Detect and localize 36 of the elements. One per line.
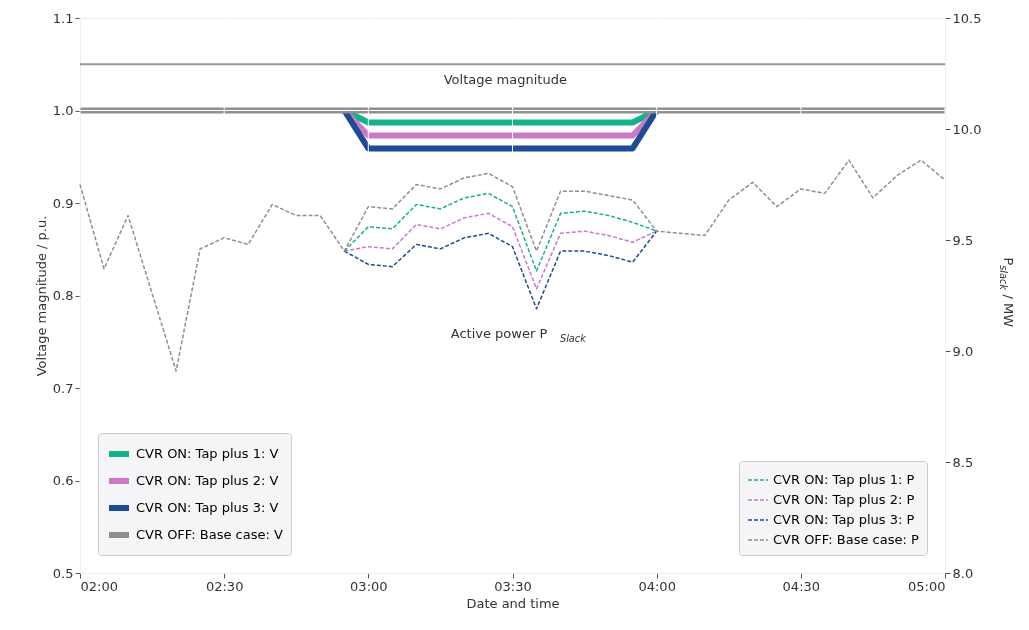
legend-label: CVR ON: Tap plus 3: V: [136, 500, 279, 515]
y-tick-label: 0.5: [52, 565, 74, 581]
x-tick-label: 04:00: [638, 578, 676, 594]
line-series: [79, 159, 946, 372]
legend-label: CVR ON: Tap plus 3: P: [773, 512, 915, 527]
x-tick-label: 05:00: [908, 578, 946, 594]
x-tick-label: 03:00: [350, 578, 388, 594]
line-series: [343, 212, 658, 290]
legend-label: CVR ON: Tap plus 1: V: [136, 446, 279, 461]
y-tick-label: 0.7: [52, 380, 74, 396]
x-tick-label: 04:30: [782, 578, 821, 594]
x-axis-title: Date and time: [466, 595, 560, 611]
y2-tick-label: 9.5: [952, 232, 974, 248]
y2-tick-label: 9.0: [952, 343, 974, 359]
y2-tick-label: 10.0: [952, 121, 982, 137]
legend-label: CVR OFF: Base case: P: [773, 532, 920, 547]
y-tick-label: 1.0: [52, 103, 74, 118]
y-axis-title: Voltage magnitude / p.u.: [33, 215, 49, 377]
y2-axis-title: Pslack / MW: [998, 257, 1016, 328]
x-tick-label: 03:30: [494, 578, 532, 594]
line-series: [343, 192, 658, 272]
line-series: [343, 230, 658, 310]
y-tick-label: 1.1: [52, 10, 74, 26]
x-tick-label: 02:30: [205, 578, 244, 594]
y2-tick-label: 8.0: [952, 565, 974, 581]
x-tick-label: 02:00: [80, 578, 118, 594]
y-tick-label: 0.6: [52, 473, 74, 488]
y-tick-label: 0.9: [52, 195, 74, 211]
legend-label: CVR ON: Tap plus 2: P: [773, 492, 915, 507]
y2-tick-label: 10.5: [952, 10, 982, 26]
legend-label: CVR OFF: Base case: V: [136, 527, 284, 542]
legend-label: CVR ON: Tap plus 1: P: [773, 472, 915, 487]
annotation: Voltage magnitude: [443, 72, 567, 87]
y2-tick-label: 8.5: [952, 454, 974, 470]
y-tick-label: 0.8: [52, 288, 74, 303]
legend-label: CVR ON: Tap plus 2: V: [136, 473, 279, 488]
